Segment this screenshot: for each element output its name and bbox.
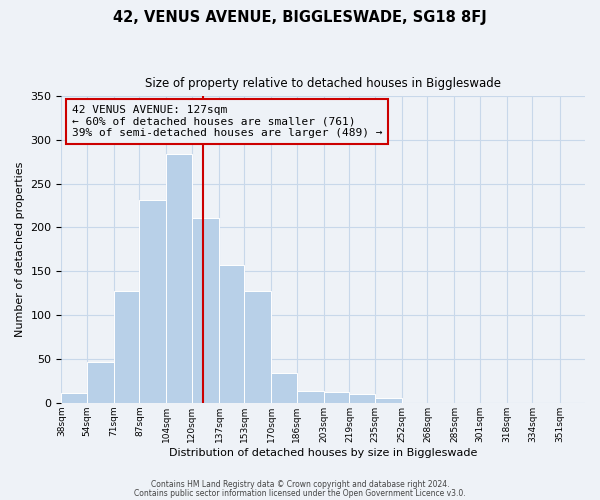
Text: 42 VENUS AVENUE: 127sqm
← 60% of detached houses are smaller (761)
39% of semi-d: 42 VENUS AVENUE: 127sqm ← 60% of detache… <box>72 105 382 138</box>
Bar <box>166 154 192 403</box>
Bar <box>324 392 349 403</box>
Bar <box>139 200 166 403</box>
Bar <box>297 392 324 403</box>
Title: Size of property relative to detached houses in Biggleswade: Size of property relative to detached ho… <box>145 78 501 90</box>
Bar <box>114 292 139 403</box>
Bar <box>87 362 114 403</box>
Bar <box>192 218 219 403</box>
Bar <box>271 373 297 403</box>
Bar <box>244 292 271 403</box>
Text: Contains public sector information licensed under the Open Government Licence v3: Contains public sector information licen… <box>134 488 466 498</box>
Bar <box>375 398 402 403</box>
Bar <box>61 393 87 403</box>
X-axis label: Distribution of detached houses by size in Biggleswade: Distribution of detached houses by size … <box>169 448 478 458</box>
Text: Contains HM Land Registry data © Crown copyright and database right 2024.: Contains HM Land Registry data © Crown c… <box>151 480 449 489</box>
Bar <box>349 394 375 403</box>
Bar <box>219 265 244 403</box>
Text: 42, VENUS AVENUE, BIGGLESWADE, SG18 8FJ: 42, VENUS AVENUE, BIGGLESWADE, SG18 8FJ <box>113 10 487 25</box>
Y-axis label: Number of detached properties: Number of detached properties <box>15 162 25 337</box>
